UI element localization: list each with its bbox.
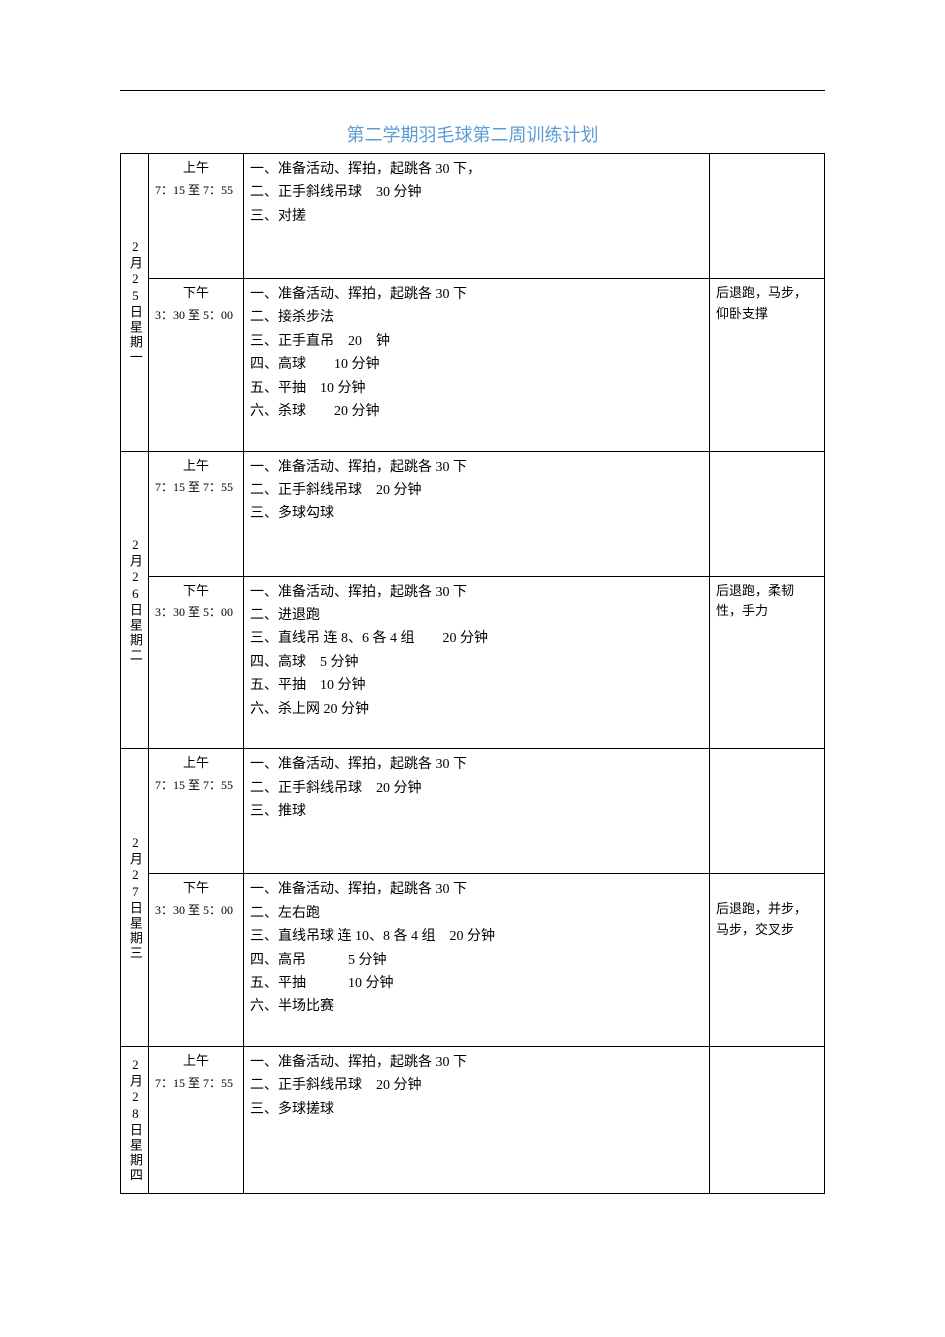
content-item: 三、多球搓球 bbox=[250, 1099, 703, 1121]
notes-cell: 后退跑，并步，马步，交叉步 bbox=[710, 874, 825, 1047]
date-cell: 2月26日星期二 bbox=[121, 451, 149, 749]
content-item: 三、正手直吊 20 钟 bbox=[250, 331, 703, 353]
time-period: 下午 bbox=[155, 581, 237, 602]
time-period: 下午 bbox=[155, 283, 237, 304]
time-period: 上午 bbox=[155, 1051, 237, 1072]
time-range: 3：30 至 5：00 bbox=[155, 306, 237, 325]
time-period: 下午 bbox=[155, 878, 237, 899]
content-item: 三、对搓 bbox=[250, 206, 703, 228]
content-item: 一、准备活动、挥拍，起跳各 30 下 bbox=[250, 582, 703, 604]
content-item: 二、正手斜线吊球 20 分钟 bbox=[250, 778, 703, 800]
content-cell: 一、准备活动、挥拍，起跳各 30 下 二、正手斜线吊球 20 分钟 三、多球勾球 bbox=[244, 451, 710, 576]
content-item: 四、高球 10 分钟 bbox=[250, 354, 703, 376]
table-row: 下午 3：30 至 5：00 一、准备活动、挥拍，起跳各 30 下 二、进退跑 … bbox=[121, 576, 825, 749]
content-item: 三、直线吊 连 8、6 各 4 组 20 分钟 bbox=[250, 628, 703, 650]
notes-cell bbox=[710, 749, 825, 874]
content-item: 六、杀球 20 分钟 bbox=[250, 401, 703, 423]
content-item: 四、高球 5 分钟 bbox=[250, 652, 703, 674]
time-cell: 下午 3：30 至 5：00 bbox=[149, 874, 244, 1047]
content-item: 二、正手斜线吊球 20 分钟 bbox=[250, 480, 703, 502]
date-cell: 2月27日星期三 bbox=[121, 749, 149, 1047]
content-item: 一、准备活动、挥拍，起跳各 30 下 bbox=[250, 879, 703, 901]
header-divider bbox=[120, 90, 825, 91]
notes-text: 后退跑，并步，马步，交叉步 bbox=[716, 901, 807, 937]
time-cell: 下午 3：30 至 5：00 bbox=[149, 576, 244, 749]
content-item: 二、左右跑 bbox=[250, 903, 703, 925]
schedule-table: 2月25日星期一 上午 7：15 至 7：55 一、准备活动、挥拍，起跳各 30… bbox=[120, 153, 825, 1194]
time-period: 上午 bbox=[155, 753, 237, 774]
content-item: 二、接杀步法 bbox=[250, 307, 703, 329]
notes-cell: 后退跑，马步，仰卧支撑 bbox=[710, 278, 825, 451]
content-item: 六、杀上网 20 分钟 bbox=[250, 699, 703, 721]
content-cell: 一、准备活动、挥拍，起跳各 30 下 二、接杀步法 三、正手直吊 20 钟 四、… bbox=[244, 278, 710, 451]
table-row: 下午 3：30 至 5：00 一、准备活动、挥拍，起跳各 30 下 二、左右跑 … bbox=[121, 874, 825, 1047]
content-item: 二、进退跑 bbox=[250, 605, 703, 627]
notes-cell: 后退跑，柔韧性，手力 bbox=[710, 576, 825, 749]
time-range: 7：15 至 7：55 bbox=[155, 1074, 237, 1093]
content-item: 三、直线吊球 连 10、8 各 4 组 20 分钟 bbox=[250, 926, 703, 948]
time-cell: 上午 7：15 至 7：55 bbox=[149, 1047, 244, 1194]
table-row: 2月25日星期一 上午 7：15 至 7：55 一、准备活动、挥拍，起跳各 30… bbox=[121, 154, 825, 279]
content-cell: 一、准备活动、挥拍，起跳各 30 下 二、正手斜线吊球 20 分钟 三、推球 bbox=[244, 749, 710, 874]
notes-cell bbox=[710, 451, 825, 576]
time-cell: 上午 7：15 至 7：55 bbox=[149, 154, 244, 279]
time-range: 7：15 至 7：55 bbox=[155, 478, 237, 497]
content-cell: 一、准备活动、挥拍，起跳各 30 下 二、左右跑 三、直线吊球 连 10、8 各… bbox=[244, 874, 710, 1047]
time-range: 3：30 至 5：00 bbox=[155, 901, 237, 920]
table-row: 2月26日星期二 上午 7：15 至 7：55 一、准备活动、挥拍，起跳各 30… bbox=[121, 451, 825, 576]
content-cell: 一、准备活动、挥拍，起跳各 30 下 二、进退跑 三、直线吊 连 8、6 各 4… bbox=[244, 576, 710, 749]
content-item: 一、准备活动、挥拍，起跳各 30 下 bbox=[250, 754, 703, 776]
content-item: 一、准备活动、挥拍，起跳各 30 下， bbox=[250, 159, 703, 181]
page-title: 第二学期羽毛球第二周训练计划 bbox=[120, 121, 825, 147]
time-cell: 上午 7：15 至 7：55 bbox=[149, 451, 244, 576]
content-item: 一、准备活动、挥拍，起跳各 30 下 bbox=[250, 457, 703, 479]
notes-cell bbox=[710, 1047, 825, 1194]
content-cell: 一、准备活动、挥拍，起跳各 30 下， 二、正手斜线吊球 30 分钟 三、对搓 bbox=[244, 154, 710, 279]
content-item: 三、多球勾球 bbox=[250, 503, 703, 525]
content-item: 一、准备活动、挥拍，起跳各 30 下 bbox=[250, 1052, 703, 1074]
content-item: 二、正手斜线吊球 30 分钟 bbox=[250, 182, 703, 204]
time-period: 上午 bbox=[155, 158, 237, 179]
time-cell: 上午 7：15 至 7：55 bbox=[149, 749, 244, 874]
time-range: 7：15 至 7：55 bbox=[155, 181, 237, 200]
time-period: 上午 bbox=[155, 456, 237, 477]
content-item: 五、平抽 10 分钟 bbox=[250, 675, 703, 697]
time-cell: 下午 3：30 至 5：00 bbox=[149, 278, 244, 451]
content-cell: 一、准备活动、挥拍，起跳各 30 下 二、正手斜线吊球 20 分钟 三、多球搓球 bbox=[244, 1047, 710, 1194]
content-item: 一、准备活动、挥拍，起跳各 30 下 bbox=[250, 284, 703, 306]
content-item: 四、高吊 5 分钟 bbox=[250, 950, 703, 972]
table-row: 2月27日星期三 上午 7：15 至 7：55 一、准备活动、挥拍，起跳各 30… bbox=[121, 749, 825, 874]
content-item: 五、平抽 10 分钟 bbox=[250, 973, 703, 995]
table-row: 下午 3：30 至 5：00 一、准备活动、挥拍，起跳各 30 下 二、接杀步法… bbox=[121, 278, 825, 451]
notes-cell bbox=[710, 154, 825, 279]
time-range: 7：15 至 7：55 bbox=[155, 776, 237, 795]
content-item: 二、正手斜线吊球 20 分钟 bbox=[250, 1075, 703, 1097]
date-cell: 2月28日星期四 bbox=[121, 1047, 149, 1194]
date-cell: 2月25日星期一 bbox=[121, 154, 149, 452]
content-item: 三、推球 bbox=[250, 801, 703, 823]
table-row: 2月28日星期四 上午 7：15 至 7：55 一、准备活动、挥拍，起跳各 30… bbox=[121, 1047, 825, 1194]
content-item: 六、半场比赛 bbox=[250, 996, 703, 1018]
time-range: 3：30 至 5：00 bbox=[155, 603, 237, 622]
content-item: 五、平抽 10 分钟 bbox=[250, 378, 703, 400]
